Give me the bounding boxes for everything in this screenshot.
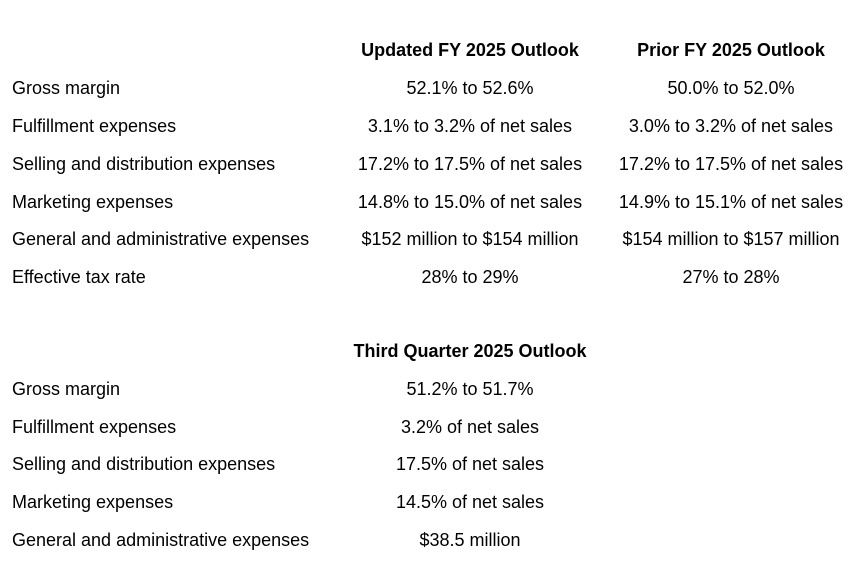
row-label: Gross margin bbox=[12, 379, 121, 399]
row-label: Fulfillment expenses bbox=[12, 116, 177, 136]
row-label: Fulfillment expenses bbox=[12, 417, 177, 437]
fy-header-row: Updated FY 2025 Outlook Prior FY 2025 Ou… bbox=[0, 31, 866, 69]
updated-value: 28% to 29% bbox=[421, 267, 519, 287]
q3-value: $38.5 million bbox=[419, 530, 521, 550]
table-row: Marketing expenses 14.5% of net sales bbox=[0, 483, 866, 521]
q3-value: 17.5% of net sales bbox=[395, 454, 545, 474]
updated-value: $152 million to $154 million bbox=[361, 229, 579, 249]
prior-value: 17.2% to 17.5% of net sales bbox=[618, 154, 844, 174]
row-label: General and administrative expenses bbox=[12, 530, 310, 550]
prior-value: 50.0% to 52.0% bbox=[667, 78, 795, 98]
updated-value: 52.1% to 52.6% bbox=[406, 78, 534, 98]
table-row: Marketing expenses 14.8% to 15.0% of net… bbox=[0, 183, 866, 221]
table-row: General and administrative expenses $152… bbox=[0, 220, 866, 258]
q3-header: Third Quarter 2025 Outlook bbox=[353, 341, 587, 361]
updated-value: 14.8% to 15.0% of net sales bbox=[357, 192, 583, 212]
prior-value: 14.9% to 15.1% of net sales bbox=[618, 192, 844, 212]
table-row: General and administrative expenses $38.… bbox=[0, 521, 866, 559]
updated-fy-header: Updated FY 2025 Outlook bbox=[361, 40, 579, 60]
row-label: General and administrative expenses bbox=[12, 229, 310, 249]
row-label: Selling and distribution expenses bbox=[12, 454, 276, 474]
table-row: Fulfillment expenses 3.1% to 3.2% of net… bbox=[0, 107, 866, 145]
q3-value: 14.5% of net sales bbox=[395, 492, 545, 512]
row-label: Marketing expenses bbox=[12, 192, 174, 212]
updated-value: 17.2% to 17.5% of net sales bbox=[357, 154, 583, 174]
updated-value: 3.1% to 3.2% of net sales bbox=[367, 116, 573, 136]
q3-value: 3.2% of net sales bbox=[400, 417, 540, 437]
row-label: Selling and distribution expenses bbox=[12, 154, 276, 174]
row-label: Gross margin bbox=[12, 78, 121, 98]
table-row: Gross margin 52.1% to 52.6% 50.0% to 52.… bbox=[0, 69, 866, 107]
prior-value: 3.0% to 3.2% of net sales bbox=[628, 116, 834, 136]
q3-value: 51.2% to 51.7% bbox=[406, 379, 534, 399]
q3-header-row: Third Quarter 2025 Outlook bbox=[0, 332, 866, 370]
prior-value: $154 million to $157 million bbox=[622, 229, 840, 249]
prior-value: 27% to 28% bbox=[682, 267, 780, 287]
table-row: Effective tax rate 28% to 29% 27% to 28% bbox=[0, 258, 866, 296]
row-label: Effective tax rate bbox=[12, 267, 146, 287]
row-label: Marketing expenses bbox=[12, 492, 174, 512]
table-row: Selling and distribution expenses 17.5% … bbox=[0, 445, 866, 483]
table-row: Fulfillment expenses 3.2% of net sales bbox=[0, 408, 866, 446]
prior-fy-header: Prior FY 2025 Outlook bbox=[637, 40, 825, 60]
table-row: Gross margin 51.2% to 51.7% bbox=[0, 370, 866, 408]
table-row: Selling and distribution expenses 17.2% … bbox=[0, 145, 866, 183]
